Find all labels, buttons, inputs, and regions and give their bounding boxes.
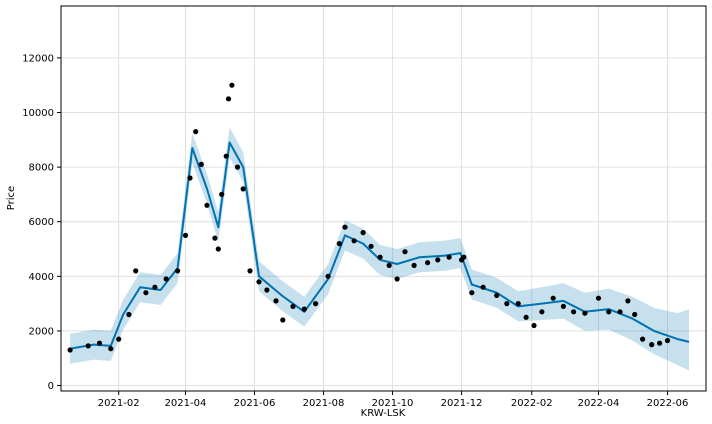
observed-point [560,303,567,309]
y-tick-label: 8000 [29,163,54,174]
observed-point [504,301,510,307]
observed-point [539,309,545,315]
observed-point [85,343,91,349]
x-tick-label: 2021-04 [165,398,207,409]
observed-point [435,257,441,263]
observed-point [386,262,392,268]
observed-point [649,342,655,348]
observed-point [152,284,158,290]
observed-point [402,249,408,255]
y-tick-label: 2000 [29,326,54,337]
x-tick-label: 2021-06 [234,398,276,409]
observed-point [550,295,556,301]
x-axis-label: KRW-LSK [361,408,406,419]
observed-point [182,232,189,238]
observed-point [342,224,348,230]
observed-point [368,243,374,249]
observed-point [480,284,486,290]
uncertainty-band [70,127,690,371]
observed-point [425,260,431,266]
observed-point [515,301,521,307]
observed-point [240,186,246,192]
observed-point [640,336,646,342]
observed-point [223,153,229,159]
observed-point [606,309,612,315]
y-tick-label: 10000 [22,108,54,119]
observed-point [657,340,663,346]
observed-point [523,314,529,320]
x-tick-label: 2022-04 [578,398,620,409]
y-tick-label: 6000 [29,217,54,228]
observed-point [204,202,210,208]
observed-point [595,295,602,301]
grid-lines [61,6,706,391]
observed-point [301,306,307,312]
observed-point [313,301,319,307]
observed-point [377,254,383,260]
observed-point [280,317,286,323]
observed-point [215,246,221,252]
observed-point [163,276,169,282]
observed-point [229,82,235,88]
observed-point [325,273,331,279]
observed-point [193,129,199,135]
observed-point [212,235,218,241]
observed-point [264,287,270,293]
observed-point [446,254,452,260]
observed-point [336,241,342,247]
observed-point [96,340,103,346]
observed-points-layer [67,82,671,353]
x-tick-label: 2021-12 [441,398,483,409]
observed-point [175,268,181,274]
y-axis-ticks: 0 2000 4000 6000 8000 10000 12000 [22,53,61,392]
uncertainty-band-layer [70,127,690,371]
observed-point [273,298,279,304]
observed-point [582,310,588,316]
observed-point [531,322,537,329]
observed-point [290,303,296,309]
observed-point [234,164,241,170]
observed-point [67,347,73,353]
observed-point [116,336,122,342]
observed-point [351,238,357,244]
observed-point [411,262,417,268]
observed-point [617,309,623,315]
observed-point [198,161,204,167]
plot-frame [60,5,707,392]
observed-point [571,309,577,315]
observed-point [664,337,671,344]
x-tick-label: 2021-08 [303,398,345,409]
y-tick-label: 0 [48,381,54,392]
x-tick-label: 2022-06 [647,398,689,409]
observed-point [143,290,149,296]
x-axis-ticks: 2021-02 2021-04 2021-06 2021-08 2021-10 2021-… [98,391,689,409]
y-tick-label: 4000 [29,272,54,283]
observed-point [219,191,225,197]
observed-point [126,311,132,318]
observed-point [247,268,253,274]
x-tick-label: 2021-02 [98,398,140,409]
y-tick-label: 12000 [22,53,54,64]
x-tick-label: 2022-02 [511,398,553,409]
observed-point [461,254,467,260]
observed-point [494,292,500,298]
observed-point [225,96,232,102]
observed-point [632,311,638,318]
observed-point [360,230,366,236]
observed-point [625,298,631,304]
observed-point [469,290,475,296]
observed-point [133,268,139,274]
observed-point [108,346,114,352]
observed-point [187,175,193,181]
x-tick-label: 2021-10 [372,398,414,409]
y-axis-label: Price [6,186,17,210]
observed-point [394,276,400,282]
observed-point [256,279,262,285]
